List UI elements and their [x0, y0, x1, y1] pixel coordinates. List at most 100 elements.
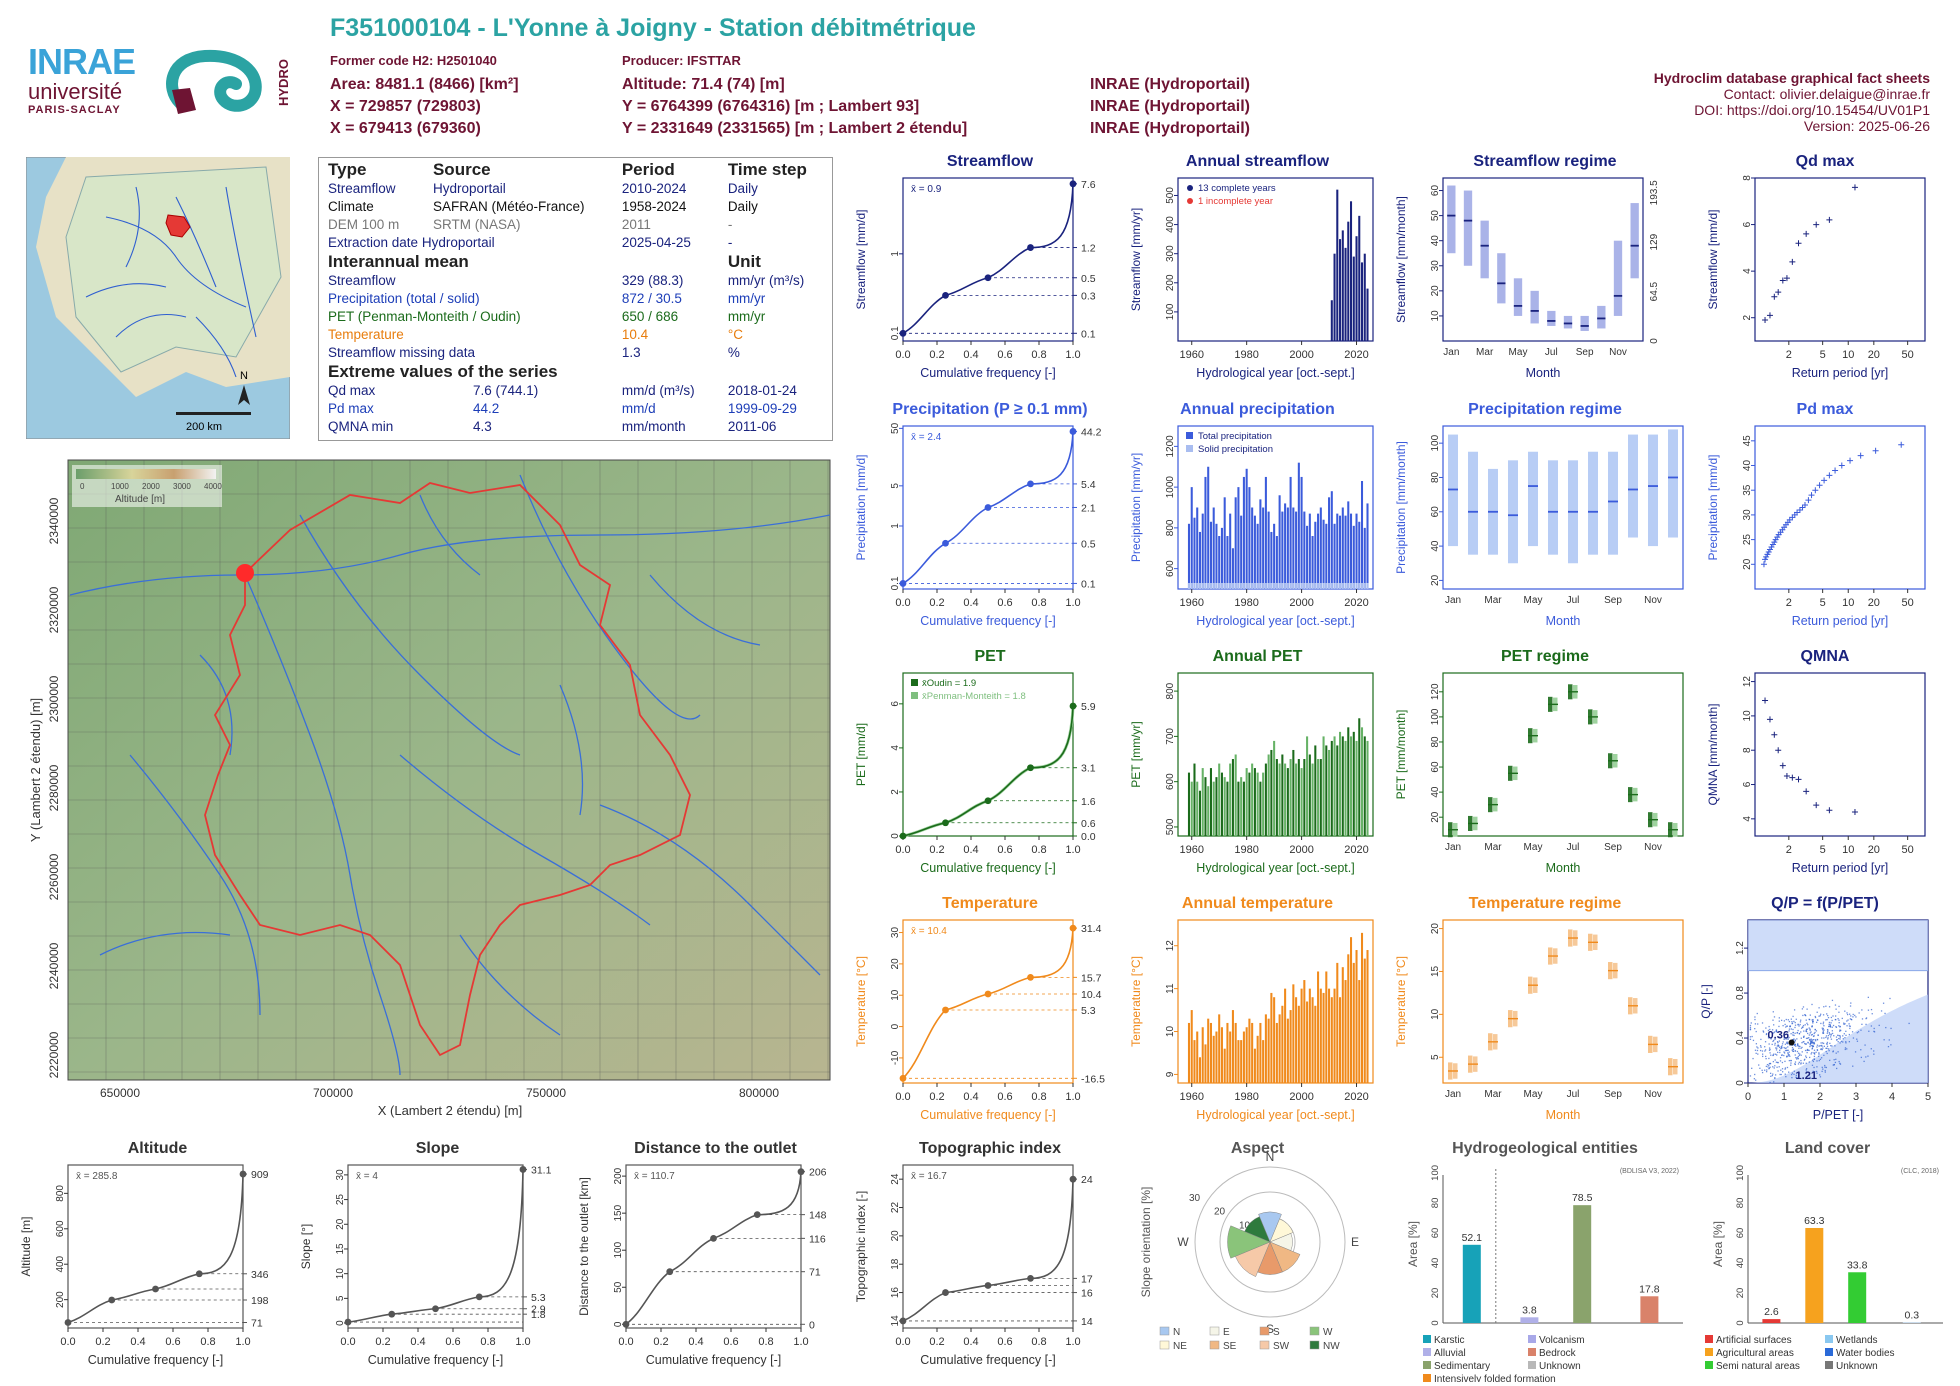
bar: [1573, 1205, 1592, 1323]
scatter-point: [1749, 1026, 1752, 1029]
bar: [1187, 523, 1191, 589]
bar: [1306, 736, 1309, 836]
scatter-point: [1834, 1018, 1837, 1021]
scatter-point: [1848, 1041, 1851, 1043]
y-tick-label: 600: [1165, 773, 1176, 790]
bar: [1289, 1010, 1292, 1083]
y-axis-label: Temperature [°C]: [1395, 956, 1408, 1047]
scatter-point: [1822, 1042, 1825, 1045]
scatter-point: [1793, 1020, 1795, 1023]
data-point: [1826, 472, 1833, 479]
hydro-logo: HYDRO: [166, 49, 291, 114]
scatter-point: [1774, 1074, 1777, 1076]
legend-entry: Artificial surfaces: [1716, 1335, 1792, 1346]
regime-box: [1613, 240, 1623, 316]
scatter-point: [1765, 1065, 1768, 1068]
x-tick-label: 4: [1889, 1091, 1895, 1103]
scatter-point: [1768, 1062, 1771, 1065]
scatter-point: [1827, 1048, 1830, 1050]
bar-solid: [1229, 583, 1232, 589]
map-y-tick: 2280000: [47, 764, 61, 811]
month-label: Jul: [1567, 1089, 1580, 1100]
page-title: F351000104 - L'Yonne à Joigny - Station …: [330, 14, 976, 42]
altitude-legend-ticks: 0 1000 2000 3000 4000: [80, 482, 222, 491]
scatter-point: [1813, 1066, 1815, 1069]
scatter-point: [1802, 1024, 1805, 1027]
regime-box: [1588, 451, 1598, 555]
scatter-point: [1784, 1060, 1786, 1063]
scatter-point: [1852, 1037, 1855, 1039]
db-title: Hydroclim database graphical fact sheets: [1653, 70, 1930, 86]
scatter-point: [1846, 1025, 1848, 1027]
legend-entry: Intensively folded formation: [1434, 1374, 1556, 1382]
scatter-point: [1767, 1066, 1769, 1068]
y-tick-label: 8: [1742, 747, 1753, 753]
y-tick-label: 0.1: [890, 576, 901, 590]
scatter-point: [1796, 1057, 1798, 1059]
scatter-point: [1800, 1037, 1802, 1039]
x-tick-label: 0.8: [1031, 349, 1046, 361]
legend-swatch: [1186, 432, 1193, 439]
scatter-point: [1759, 1049, 1762, 1052]
bar: [1267, 754, 1270, 836]
x-axis-label: Month: [1526, 366, 1561, 380]
right-axis-label: 16: [1081, 1288, 1093, 1300]
scatter-point: [1806, 1032, 1809, 1035]
bar-solid: [1218, 583, 1221, 589]
scatter-point: [1798, 1061, 1800, 1064]
map-x-tick: 700000: [313, 1086, 353, 1100]
plot-frame: [1442, 177, 1644, 342]
scatter-point: [1818, 1053, 1820, 1055]
bar-solid: [1292, 583, 1295, 589]
scatter-point: [1760, 1046, 1762, 1048]
bar: [1196, 507, 1199, 589]
scatter-point: [1769, 1052, 1771, 1054]
scatter-point: [1867, 1055, 1869, 1057]
chart-title: Precipitation regime: [1468, 401, 1622, 418]
database-info: Hydroclim database graphical fact sheets…: [1530, 70, 1930, 134]
scatter-point: [1812, 1022, 1814, 1024]
x-tick-label: 0.4: [963, 597, 978, 609]
bar-solid: [1231, 583, 1234, 589]
x-tick-label: 1980: [1234, 1091, 1258, 1103]
legend-swatch: [1259, 1340, 1270, 1350]
scatter-point: [1798, 1033, 1801, 1035]
scatter-point: [1757, 1023, 1759, 1025]
bar-solid: [1212, 583, 1215, 589]
scatter-point: [1778, 1046, 1781, 1049]
extreme-row: QMNA min 4.3 mm/month 2011-06: [328, 419, 777, 434]
scatter-point: [1868, 1030, 1870, 1032]
scatter-point: [1757, 1053, 1759, 1055]
scatter-point: [1844, 1037, 1846, 1039]
bar: [1253, 1048, 1256, 1083]
scatter-point: [1782, 1041, 1784, 1043]
scatter-point: [1865, 1023, 1867, 1026]
bar: [1336, 745, 1339, 836]
x-tick-label: 2: [1786, 844, 1792, 856]
bar: [1762, 1319, 1781, 1323]
legend-swatch: [1705, 1335, 1713, 1343]
scatter-point: [1809, 1040, 1812, 1043]
mean-row: PET (Penman-Monteith / Oudin) 650 / 686 mm…: [328, 309, 766, 324]
scatter-point: [1820, 1048, 1822, 1050]
bar: [1212, 1035, 1215, 1083]
scatter-point: [1815, 1030, 1818, 1032]
y-tick-label: 25: [1742, 534, 1753, 546]
x-tick-label: 1960: [1179, 597, 1203, 609]
legend-entry: E: [1223, 1327, 1230, 1338]
data-point: [899, 832, 907, 840]
scatter-point: [1788, 1036, 1790, 1039]
y-axis-label: Topographic index [-]: [855, 1191, 868, 1302]
bar: [1248, 772, 1251, 836]
scatter-point: [1818, 1015, 1820, 1017]
y-tick-label: 120: [1430, 683, 1441, 700]
bar: [1306, 1001, 1309, 1083]
right-axis-label: 1.2: [1081, 243, 1096, 255]
data-point: [1805, 497, 1812, 504]
bar: [1308, 513, 1311, 589]
scatter-point: [1783, 1036, 1785, 1039]
